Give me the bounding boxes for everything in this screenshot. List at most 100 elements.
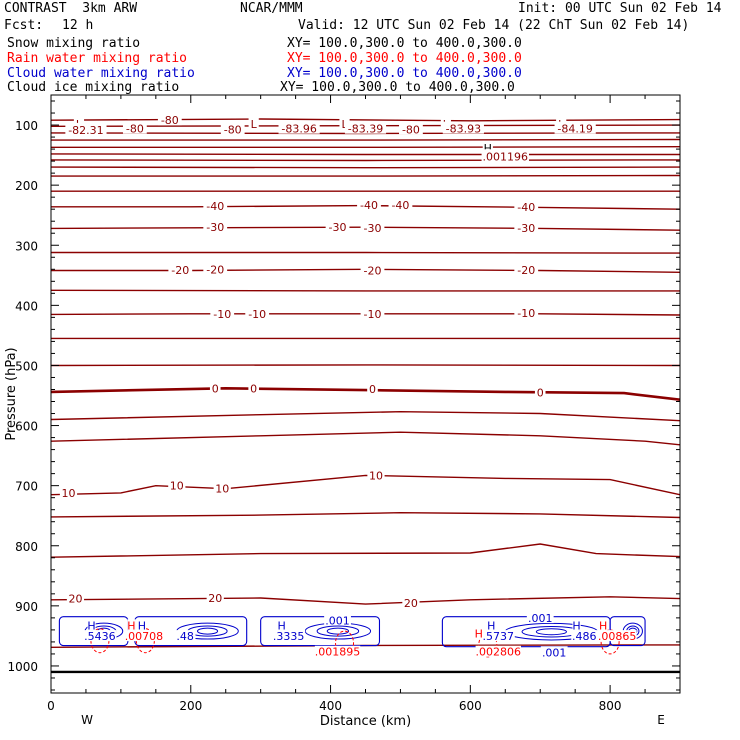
temperature-contour bbox=[51, 146, 680, 148]
contour-label-bg bbox=[360, 263, 385, 276]
temperature-contour bbox=[51, 174, 680, 177]
rain-contour bbox=[600, 629, 620, 655]
x-tick-label: 0 bbox=[47, 699, 55, 713]
temperature-contour-label: -40 bbox=[517, 201, 535, 214]
cloud-water-label: H bbox=[277, 619, 285, 632]
extremum-label: -83.93 bbox=[446, 123, 481, 136]
y-tick-label: 100 bbox=[15, 119, 38, 133]
rain-label-bg bbox=[599, 619, 608, 631]
temperature-contour-label: -40 bbox=[206, 200, 224, 213]
y-tick-label: 600 bbox=[15, 420, 38, 434]
temperature-contour-label: -20 bbox=[206, 263, 224, 276]
cloud-label-bg bbox=[571, 630, 605, 642]
contour-label-bg bbox=[213, 481, 231, 494]
contour-label-bg bbox=[357, 197, 381, 210]
y-tick-label: 800 bbox=[15, 540, 38, 554]
rain-label-bg bbox=[127, 619, 136, 631]
cloud-label-bg bbox=[174, 630, 196, 642]
rain-label-bg bbox=[597, 630, 637, 642]
cloud-water-contour bbox=[326, 627, 350, 635]
temperature-contour-label: 10 bbox=[170, 480, 184, 493]
y-tick-label: 500 bbox=[15, 359, 38, 373]
east-endpoint-label: E bbox=[657, 713, 665, 727]
rain-label-bg bbox=[314, 645, 361, 657]
extremum-label-bg bbox=[344, 121, 387, 134]
cloud-label-bg bbox=[87, 619, 96, 631]
temperature-contour-label: -30 bbox=[364, 222, 382, 235]
cloud-label-bg bbox=[526, 612, 554, 624]
cloud-water-contour bbox=[196, 627, 219, 635]
contour-label-bg bbox=[245, 306, 270, 319]
cloud-label-bg bbox=[572, 619, 581, 631]
x-tick-label: 400 bbox=[319, 699, 342, 713]
temperature-contour-label: 0 bbox=[537, 386, 544, 399]
temperature-contour bbox=[51, 159, 680, 162]
temperature-contour-label: -20 bbox=[171, 264, 189, 277]
temperature-contour-label: 20 bbox=[404, 597, 418, 610]
field-name-rain: Rain water mixing ratio bbox=[7, 51, 188, 66]
extremum-label: H bbox=[484, 142, 492, 155]
contour-label-bg bbox=[360, 306, 385, 319]
y-tick-label: 700 bbox=[15, 480, 38, 494]
extremum-label: -83.96 bbox=[281, 123, 316, 136]
cloud-water-contour bbox=[260, 616, 381, 647]
cloud-water-label: H bbox=[87, 619, 95, 632]
extremum-label: L bbox=[251, 118, 258, 131]
contour-label-bg bbox=[360, 220, 385, 233]
field-name-cloud-ice: Cloud ice mixing ratio bbox=[7, 80, 180, 95]
cloud-water-label: .001 bbox=[542, 646, 567, 659]
extremum-label: -84.19 bbox=[557, 123, 592, 136]
temperature-contour-label: -40 bbox=[391, 199, 409, 212]
contour-label-bg bbox=[514, 262, 539, 275]
field-xy-cloud-ice: XY= 100.0,300.0 to 400.0,300.0 bbox=[280, 80, 515, 95]
contour-label-bg bbox=[367, 468, 385, 481]
rain-label: H bbox=[127, 619, 135, 632]
cloud-water-label: H bbox=[572, 619, 580, 632]
temperature-contour bbox=[51, 410, 680, 422]
temperature-contour-label: -80 bbox=[224, 123, 242, 136]
contour-label-bg bbox=[399, 122, 423, 135]
temperature-contour-label: 20 bbox=[68, 593, 82, 606]
valid-time: Valid: 12 UTC Sun 02 Feb 14 (22 ChT Sun … bbox=[298, 18, 690, 33]
temperature-contour-label: -10 bbox=[213, 308, 231, 321]
cloud-water-contour bbox=[535, 628, 568, 636]
init-time: Init: 00 UTC Sun 02 Feb 14 bbox=[518, 1, 722, 16]
center-title: NCAR/MMM bbox=[240, 1, 303, 16]
temperature-contour-label: -10 bbox=[248, 308, 266, 321]
y-tick-label: 300 bbox=[15, 239, 38, 253]
extremum-label-bg bbox=[65, 122, 107, 135]
cloud-water-label: .3335 bbox=[273, 630, 305, 643]
contour-label-bg bbox=[157, 113, 182, 126]
y-axis-label: Pressure (hPa) bbox=[4, 347, 19, 440]
temperature-contour-label: -10 bbox=[364, 308, 382, 321]
model-title: CONTRAST 3km ARW bbox=[4, 1, 138, 16]
extremum-label-bg bbox=[278, 121, 320, 134]
temperature-contour-label: -80 bbox=[126, 123, 144, 136]
contour-label-bg bbox=[514, 199, 539, 212]
extremum-label-bg bbox=[248, 116, 259, 129]
contour-label-bg bbox=[248, 381, 259, 394]
contour-label-bg bbox=[206, 591, 224, 604]
rain-label-bg bbox=[474, 627, 483, 639]
temperature-contour-label: -30 bbox=[329, 221, 347, 234]
temperature-contour-label: -10 bbox=[517, 307, 535, 320]
temperature-contour bbox=[51, 364, 680, 367]
temperature-contour-label: -30 bbox=[517, 222, 535, 235]
temperature-contour-label: 0 bbox=[250, 382, 257, 395]
contour-label-bg bbox=[367, 381, 378, 394]
field-name-cloud-water: Cloud water mixing ratio bbox=[7, 66, 195, 81]
rain-label: .002806 bbox=[476, 646, 522, 659]
extremum-label: .001196 bbox=[483, 150, 529, 163]
contour-label-bg bbox=[203, 199, 228, 212]
rain-label: .001895 bbox=[315, 646, 361, 659]
contour-label-bg bbox=[325, 220, 350, 233]
contour-label-bg bbox=[402, 595, 420, 608]
contour-label-bg bbox=[534, 385, 546, 398]
rain-label: .00708 bbox=[125, 630, 164, 643]
temperature-contour bbox=[51, 153, 680, 156]
cloud-water-label: H bbox=[487, 619, 495, 632]
forecast-value: 12 h bbox=[62, 18, 94, 33]
temperature-contour bbox=[51, 138, 680, 141]
y-tick-label: 900 bbox=[15, 600, 38, 614]
rain-label-bg bbox=[475, 645, 521, 657]
